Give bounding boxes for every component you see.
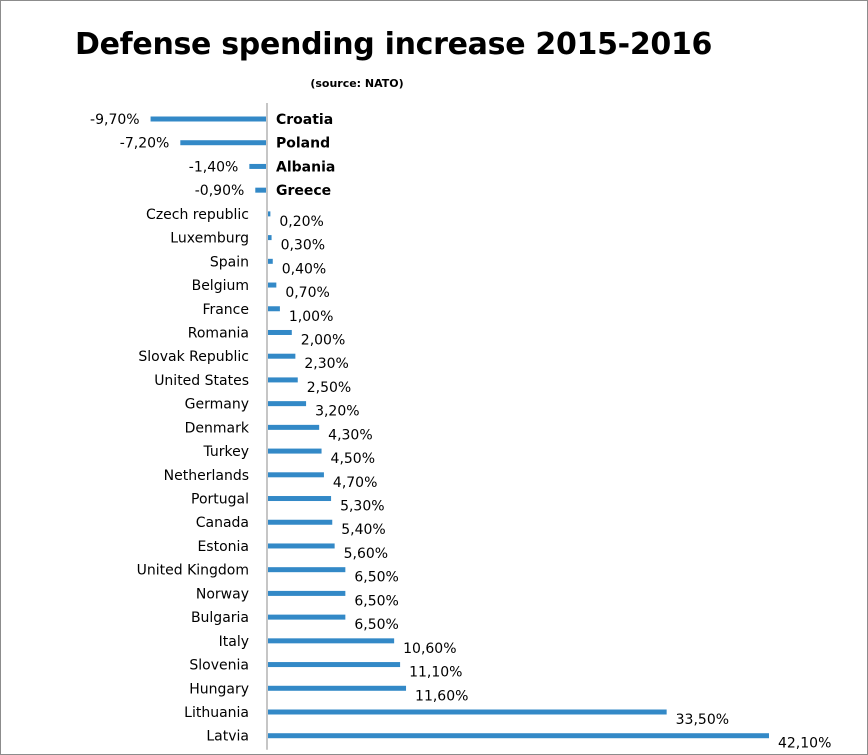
bar (268, 662, 401, 668)
bar (268, 685, 407, 691)
value-label: 11,60% (415, 688, 468, 704)
value-label: 4,70% (333, 475, 377, 491)
category-label: Slovenia (189, 658, 249, 674)
value-label: 6,50% (354, 570, 398, 586)
bar (268, 282, 277, 288)
category-label: Estonia (197, 539, 249, 555)
bar (268, 306, 280, 312)
bar (268, 329, 292, 335)
bar (268, 590, 346, 596)
bar (268, 377, 298, 383)
category-label: Poland (276, 136, 330, 152)
value-label: 4,50% (331, 451, 375, 467)
bar (180, 140, 266, 146)
value-label: 11,10% (409, 665, 462, 681)
bar (268, 543, 335, 549)
value-label: 5,30% (340, 499, 384, 515)
category-label: Canada (196, 515, 249, 531)
bar (268, 638, 395, 644)
value-label: 33,50% (676, 712, 729, 728)
category-label: Luxemburg (170, 231, 249, 247)
category-label: France (202, 302, 249, 318)
chart-title: Defense spending increase 2015-2016 (75, 27, 713, 62)
category-label: Germany (185, 397, 249, 413)
category-label: Turkey (202, 444, 249, 460)
value-label: -1,40% (189, 159, 239, 175)
category-label: Latvia (206, 729, 249, 745)
bar (268, 235, 272, 241)
bar (268, 709, 667, 715)
value-label: 0,20% (279, 214, 323, 230)
bar (268, 496, 332, 502)
value-label: -7,20% (120, 136, 170, 152)
bar (268, 448, 322, 454)
category-label: United Kingdom (137, 563, 249, 579)
category-label: Slovak Republic (138, 349, 249, 365)
category-label: Netherlands (164, 468, 249, 484)
category-label: Romania (188, 325, 249, 341)
value-label: 2,50% (307, 380, 351, 396)
category-label: Italy (219, 634, 249, 650)
category-label: Albania (276, 159, 335, 175)
value-label: 2,30% (304, 356, 348, 372)
value-label: 42,10% (778, 736, 831, 752)
bar (268, 472, 324, 478)
category-label: Croatia (276, 112, 333, 128)
bar (268, 567, 346, 573)
category-label: Norway (196, 586, 249, 602)
value-label: 2,00% (301, 332, 345, 348)
category-label: Bulgaria (191, 610, 249, 626)
bar (268, 424, 320, 430)
bar (268, 401, 307, 407)
category-label: Belgium (192, 278, 249, 294)
value-label: 0,70% (285, 285, 329, 301)
bar (255, 187, 266, 193)
bar (268, 353, 296, 359)
category-label: Lithuania (184, 705, 249, 721)
bar (268, 258, 273, 264)
value-label: 10,60% (403, 641, 456, 657)
bar (150, 116, 266, 122)
bar (268, 211, 271, 217)
chart-subtitle: (source: NATO) (310, 77, 404, 90)
bar (268, 519, 333, 525)
value-label: -0,90% (195, 183, 245, 199)
category-label: Spain (210, 254, 249, 270)
value-label: 5,60% (344, 546, 388, 562)
value-label: 6,50% (354, 593, 398, 609)
value-label: 0,40% (282, 261, 326, 277)
value-label: 3,20% (315, 404, 359, 420)
category-label: United States (154, 373, 249, 389)
category-label: Greece (276, 183, 331, 199)
value-label: 6,50% (354, 617, 398, 633)
value-label: 1,00% (289, 309, 333, 325)
bar (249, 163, 266, 169)
bar (268, 733, 769, 739)
category-label: Portugal (191, 492, 249, 508)
value-label: 5,40% (341, 522, 385, 538)
value-label: 0,30% (281, 238, 325, 254)
category-label: Denmark (185, 420, 250, 436)
value-label: 4,30% (328, 427, 372, 443)
category-label: Czech republic (146, 207, 249, 223)
value-label: -9,70% (90, 112, 140, 128)
bar (268, 614, 346, 620)
category-label: Hungary (189, 681, 249, 697)
